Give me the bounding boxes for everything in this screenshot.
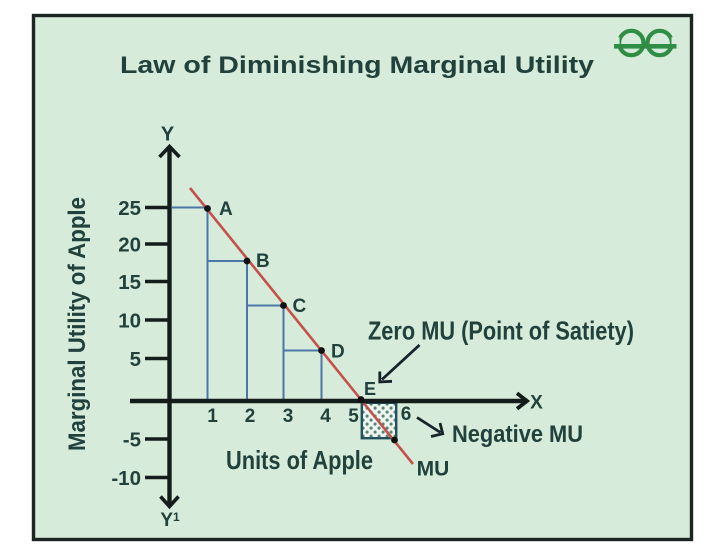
svg-text:25: 25 <box>118 197 141 220</box>
svg-text:C: C <box>293 296 307 317</box>
svg-text:D: D <box>331 342 345 363</box>
svg-text:Units of Apple: Units of Apple <box>226 445 373 475</box>
svg-text:E: E <box>364 379 376 399</box>
svg-text:1: 1 <box>207 406 218 427</box>
svg-text:Marginal Utility of Apple: Marginal Utility of Apple <box>64 197 91 451</box>
svg-text:B: B <box>256 251 270 272</box>
svg-text:Law of Diminishing Marginal Ut: Law of Diminishing Marginal Utility <box>120 52 595 79</box>
svg-text:20: 20 <box>118 234 141 257</box>
svg-text:-5: -5 <box>123 429 141 452</box>
svg-text:Negative MU: Negative MU <box>452 421 583 448</box>
svg-text:-10: -10 <box>111 467 141 490</box>
svg-text:Zero MU (Point of Satiety): Zero MU (Point of Satiety) <box>368 316 634 346</box>
svg-text:A: A <box>219 199 233 220</box>
svg-text:2: 2 <box>245 406 256 427</box>
svg-text:5: 5 <box>348 406 359 427</box>
svg-text:6: 6 <box>401 404 412 425</box>
svg-text:5: 5 <box>130 348 141 371</box>
svg-text:4: 4 <box>320 406 331 427</box>
svg-text:MU: MU <box>417 458 450 481</box>
svg-text:15: 15 <box>118 271 141 294</box>
svg-text:X: X <box>530 393 543 414</box>
svg-text:Y: Y <box>161 124 175 146</box>
svg-text:3: 3 <box>283 406 294 427</box>
svg-text:10: 10 <box>118 310 141 333</box>
